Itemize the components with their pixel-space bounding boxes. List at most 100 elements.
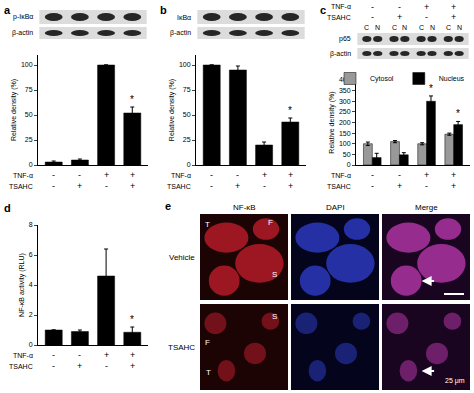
- svg-text:+: +: [130, 361, 135, 371]
- svg-text:-: -: [425, 12, 428, 22]
- svg-text:e: e: [165, 200, 171, 212]
- svg-text:N: N: [457, 24, 462, 31]
- svg-text:0: 0: [29, 161, 33, 168]
- svg-text:Cytosol: Cytosol: [370, 75, 394, 83]
- svg-text:+: +: [130, 181, 135, 191]
- svg-text:NF-κB: NF-κB: [233, 203, 256, 212]
- svg-text:50: 50: [343, 151, 351, 158]
- svg-text:100: 100: [339, 140, 351, 147]
- svg-text:+: +: [104, 170, 109, 180]
- svg-text:Relative density (%): Relative density (%): [10, 79, 18, 141]
- svg-text:-: -: [371, 181, 374, 191]
- svg-text:TSAHC: TSAHC: [9, 363, 33, 370]
- svg-text:*: *: [288, 105, 292, 116]
- svg-text:+: +: [288, 181, 293, 191]
- svg-text:β-actin: β-actin: [330, 50, 351, 58]
- svg-text:β-actin: β-actin: [12, 29, 33, 37]
- svg-text:TNF-α: TNF-α: [13, 172, 33, 179]
- svg-text:d: d: [4, 202, 11, 214]
- svg-text:-: -: [398, 170, 401, 180]
- svg-text:DAPI: DAPI: [326, 203, 345, 212]
- svg-text:TSAHC: TSAHC: [9, 183, 33, 190]
- svg-text:+: +: [424, 2, 429, 12]
- svg-text:+: +: [130, 350, 135, 360]
- svg-text:TSAHC: TSAHC: [327, 183, 351, 190]
- svg-text:*: *: [130, 94, 134, 105]
- svg-text:200: 200: [339, 119, 351, 126]
- svg-text:+: +: [397, 181, 402, 191]
- svg-text:+: +: [104, 350, 109, 360]
- svg-text:2: 2: [29, 311, 33, 318]
- svg-text:-: -: [236, 170, 239, 180]
- svg-text:TSAHC: TSAHC: [168, 343, 195, 352]
- svg-text:N: N: [402, 24, 407, 31]
- svg-text:+: +: [451, 2, 456, 12]
- svg-text:-: -: [52, 181, 55, 191]
- svg-text:25 μm: 25 μm: [445, 377, 465, 385]
- svg-text:300: 300: [339, 98, 351, 105]
- svg-text:-: -: [78, 170, 81, 180]
- svg-text:-: -: [398, 2, 401, 12]
- svg-text:IκBα: IκBα: [177, 14, 191, 21]
- svg-text:75: 75: [183, 86, 191, 93]
- svg-text:0: 0: [187, 161, 191, 168]
- svg-text:N: N: [430, 24, 435, 31]
- svg-text:-: -: [52, 361, 55, 371]
- svg-text:Relative density (%): Relative density (%): [168, 79, 176, 141]
- svg-text:0: 0: [29, 341, 33, 348]
- svg-text:TNF-α: TNF-α: [331, 3, 351, 10]
- svg-text:+: +: [424, 170, 429, 180]
- svg-text:250: 250: [339, 108, 351, 115]
- svg-text:-: -: [105, 181, 108, 191]
- svg-text:F: F: [268, 218, 273, 227]
- svg-text:+: +: [77, 361, 82, 371]
- svg-text:C: C: [446, 24, 451, 31]
- svg-text:+: +: [235, 181, 240, 191]
- svg-text:p65: p65: [339, 35, 351, 43]
- svg-text:4: 4: [29, 281, 33, 288]
- svg-text:50: 50: [183, 111, 191, 118]
- svg-text:-: -: [371, 170, 374, 180]
- svg-text:TSAHC: TSAHC: [167, 183, 191, 190]
- svg-text:C: C: [419, 24, 424, 31]
- svg-text:β-actin: β-actin: [170, 29, 191, 37]
- svg-text:-: -: [210, 181, 213, 191]
- svg-text:T: T: [205, 220, 210, 229]
- svg-text:+: +: [288, 170, 293, 180]
- svg-text:Relative density (%): Relative density (%): [328, 91, 336, 153]
- svg-text:0: 0: [347, 161, 351, 168]
- svg-text:p-IκBα: p-IκBα: [13, 13, 33, 21]
- svg-text:-: -: [263, 181, 266, 191]
- svg-text:-: -: [425, 181, 428, 191]
- svg-text:+: +: [451, 12, 456, 22]
- svg-text:TSAHC: TSAHC: [327, 14, 351, 21]
- svg-text:S: S: [272, 312, 277, 321]
- svg-text:-: -: [78, 350, 81, 360]
- svg-text:Nucleus: Nucleus: [439, 75, 465, 82]
- svg-text:-: -: [52, 170, 55, 180]
- svg-text:50: 50: [25, 111, 33, 118]
- svg-text:8: 8: [29, 221, 33, 228]
- svg-text:+: +: [451, 181, 456, 191]
- svg-text:N: N: [375, 24, 380, 31]
- svg-text:*: *: [456, 108, 460, 119]
- svg-text:*: *: [429, 83, 433, 94]
- svg-text:b: b: [160, 4, 167, 16]
- svg-text:25: 25: [183, 136, 191, 143]
- svg-text:F: F: [205, 338, 210, 347]
- svg-text:Merge: Merge: [415, 203, 438, 212]
- svg-text:TNF-α: TNF-α: [171, 172, 191, 179]
- svg-text:C: C: [364, 24, 369, 31]
- svg-text:25: 25: [25, 136, 33, 143]
- svg-text:Vehicle: Vehicle: [169, 253, 195, 262]
- svg-text:T: T: [206, 368, 211, 377]
- svg-text:+: +: [451, 170, 456, 180]
- svg-text:6: 6: [29, 251, 33, 258]
- svg-text:NF-κB activity (RLU): NF-κB activity (RLU): [18, 253, 26, 317]
- svg-text:100: 100: [179, 61, 191, 68]
- svg-text:*: *: [130, 314, 134, 325]
- svg-text:+: +: [397, 12, 402, 22]
- svg-text:350: 350: [339, 87, 351, 94]
- svg-text:100: 100: [21, 61, 33, 68]
- svg-text:-: -: [52, 350, 55, 360]
